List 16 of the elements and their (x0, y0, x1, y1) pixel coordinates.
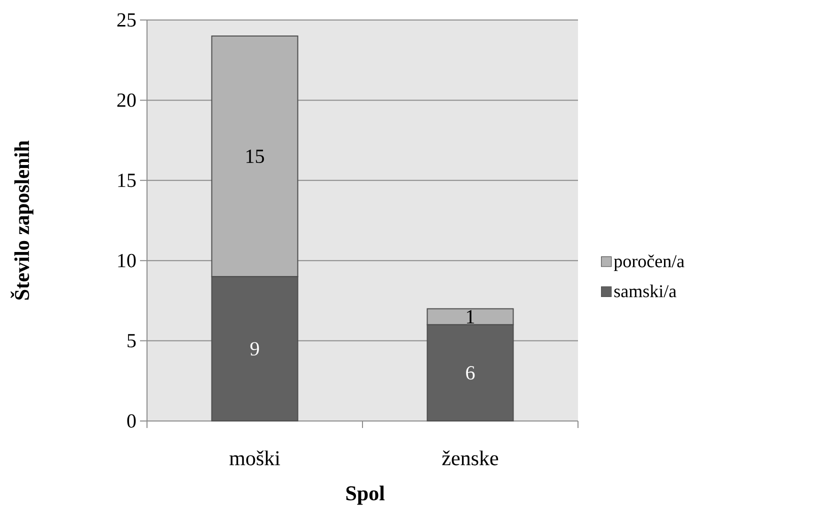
x-tick-label: moški (230, 450, 280, 466)
y-tick-label: 0 (127, 414, 136, 428)
y-tick-label: 25 (117, 13, 136, 27)
y-tick-label: 10 (118, 254, 136, 268)
legend-label: samski/a (614, 284, 676, 298)
y-tick-label: 5 (128, 334, 136, 348)
legend-label: poročen/a (614, 254, 684, 271)
data-label: 9 (250, 342, 259, 356)
data-label: 6 (466, 366, 475, 380)
y-tick-label: 15 (118, 174, 136, 188)
y-tick-label: 20 (117, 93, 136, 107)
x-axis-title: Spol (346, 486, 385, 505)
data-label: 15 (246, 150, 264, 164)
y-axis-title: Število zaposlenih (10, 140, 34, 300)
data-label: 1 (467, 310, 474, 324)
x-tick-label: ženske (442, 450, 498, 466)
